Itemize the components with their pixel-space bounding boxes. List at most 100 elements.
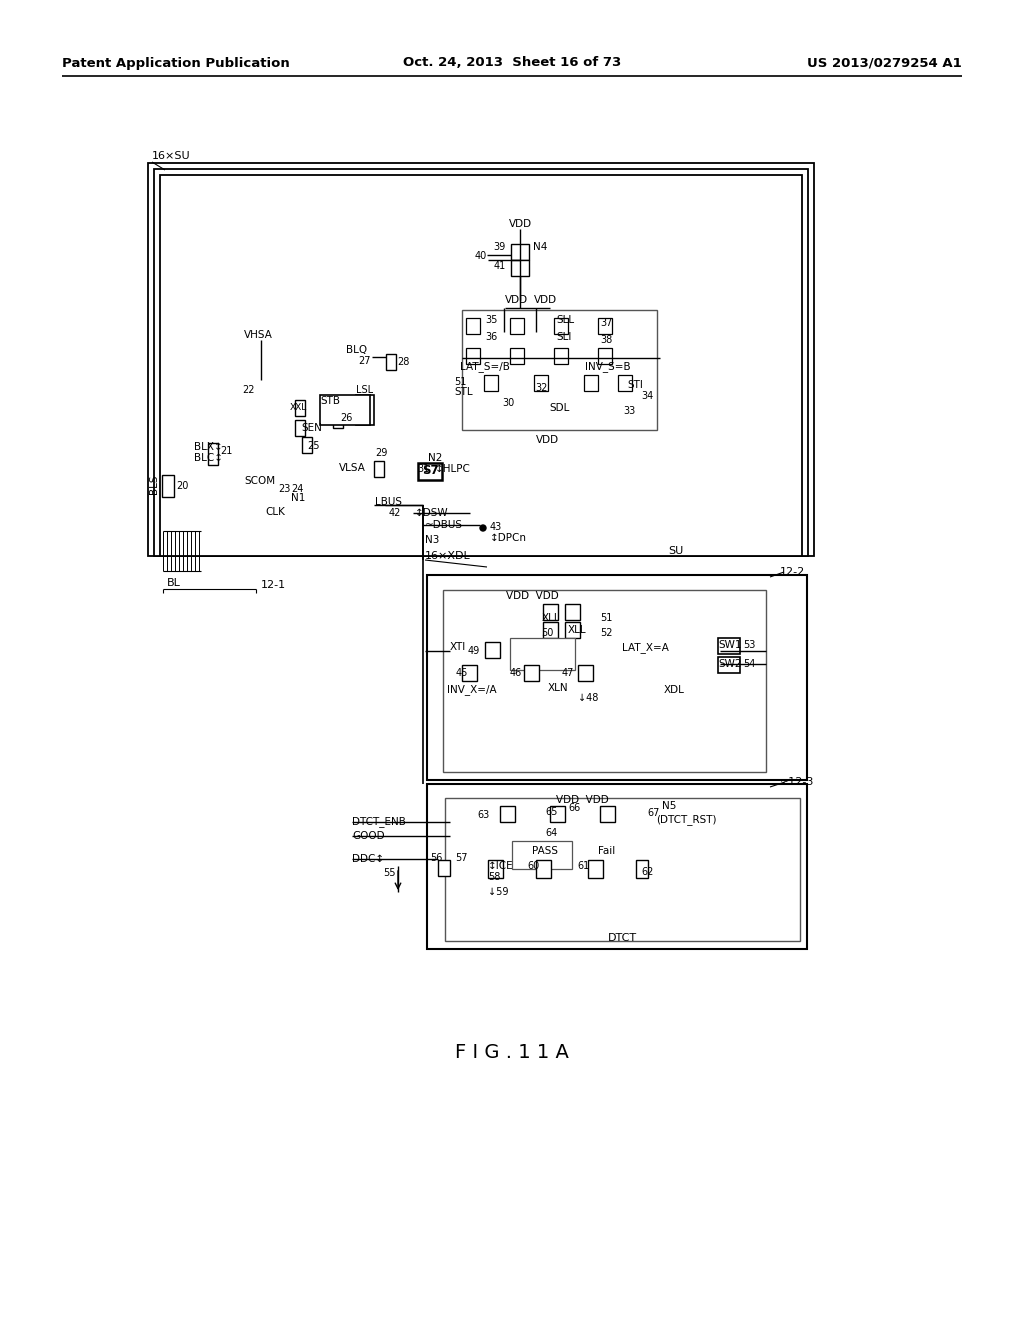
Text: 36: 36 [485,333,498,342]
Bar [319,395,370,425]
Text: BLX↕: BLX↕ [194,442,223,451]
Text: STI: STI [627,380,643,389]
Text: SCOM: SCOM [244,477,275,486]
Bar [208,444,218,465]
Text: XLN: XLN [548,682,568,693]
Bar [466,348,480,364]
Text: 61: 61 [578,861,590,871]
Bar [485,642,500,657]
Text: VDD: VDD [534,294,557,305]
Text: 27: 27 [358,356,371,366]
Bar [718,638,740,653]
Text: STB: STB [319,396,340,407]
Text: ↕HLPC: ↕HLPC [435,465,471,474]
Text: LAT_X=A: LAT_X=A [622,643,669,653]
Bar [154,169,808,556]
Bar [590,314,606,327]
Text: 62: 62 [641,867,653,876]
Bar [598,348,612,364]
Text: 38: 38 [600,335,612,345]
Text: XLL: XLL [568,624,587,635]
Text: DTCT_ENB: DTCT_ENB [352,817,406,828]
Text: 67: 67 [647,808,659,818]
Text: INV_S=B: INV_S=B [585,362,631,372]
Text: 32: 32 [535,383,548,393]
Text: 28: 28 [397,356,410,367]
Bar [462,665,477,681]
Text: 12-2: 12-2 [780,568,805,577]
Bar [418,463,442,480]
Text: 23: 23 [278,484,291,494]
Bar [443,590,766,772]
Bar [618,375,632,391]
Text: 65: 65 [545,807,557,817]
Text: 55: 55 [384,869,396,878]
Text: BLC↕: BLC↕ [194,453,223,463]
Text: ↕ICE: ↕ICE [488,861,514,871]
Text: 51: 51 [454,378,466,387]
Text: 22: 22 [242,385,255,395]
Text: LAT_S=/B: LAT_S=/B [460,362,510,372]
Bar [466,318,480,334]
Bar [554,318,568,334]
Bar [484,375,498,391]
Text: 30: 30 [503,399,515,408]
Text: (DTCT_RST): (DTCT_RST) [656,814,717,825]
Bar [511,260,529,276]
Text: XTI: XTI [450,642,466,652]
Text: Oct. 24, 2013  Sheet 16 of 73: Oct. 24, 2013 Sheet 16 of 73 [402,57,622,70]
Text: VDD  VDD: VDD VDD [556,795,608,805]
Text: 64: 64 [545,828,557,838]
Text: 16×SU: 16×SU [152,150,190,161]
Bar [565,622,580,638]
Text: 40: 40 [475,251,487,261]
Bar [524,665,539,681]
Text: SLI: SLI [556,333,571,342]
Bar [295,400,305,416]
Text: LSL: LSL [356,385,373,395]
Text: 42: 42 [389,508,401,517]
Text: 41: 41 [494,261,506,271]
Bar [536,861,551,878]
Text: 53: 53 [743,640,756,649]
Text: 35: 35 [485,315,498,325]
Bar [534,375,548,391]
Text: S7: S7 [422,465,438,478]
Bar [302,437,312,453]
Text: CLK: CLK [265,507,285,517]
Bar [588,861,603,878]
Text: 57: 57 [455,853,468,863]
Text: VDD: VDD [536,436,559,445]
Bar [590,331,606,345]
Bar [584,375,598,391]
Bar [636,861,648,878]
Text: VDD  VDD: VDD VDD [506,591,559,601]
Text: 66: 66 [568,803,581,813]
Bar [162,475,174,498]
Text: DTCT: DTCT [608,933,637,942]
Bar [500,807,515,822]
Text: VDD: VDD [509,219,531,228]
Bar [510,638,575,671]
Text: STL: STL [454,387,473,397]
Bar [501,331,517,345]
Text: LBUS: LBUS [375,498,402,507]
Bar [333,408,343,428]
Text: 21: 21 [220,446,232,455]
Text: 49: 49 [468,645,480,656]
Text: SLL: SLL [556,315,574,325]
Bar [445,799,800,941]
Text: N1: N1 [291,492,305,503]
Bar [510,348,524,364]
Text: SW1: SW1 [718,640,741,649]
Text: ↕DSW: ↕DSW [415,508,449,517]
Bar [578,665,593,681]
Text: SEN: SEN [301,422,322,433]
Bar [160,176,802,556]
Bar [551,331,567,345]
Bar [488,861,503,878]
Bar [501,314,517,327]
Text: 39: 39 [494,242,506,252]
Text: 43: 43 [490,521,502,532]
Text: 20: 20 [176,480,188,491]
